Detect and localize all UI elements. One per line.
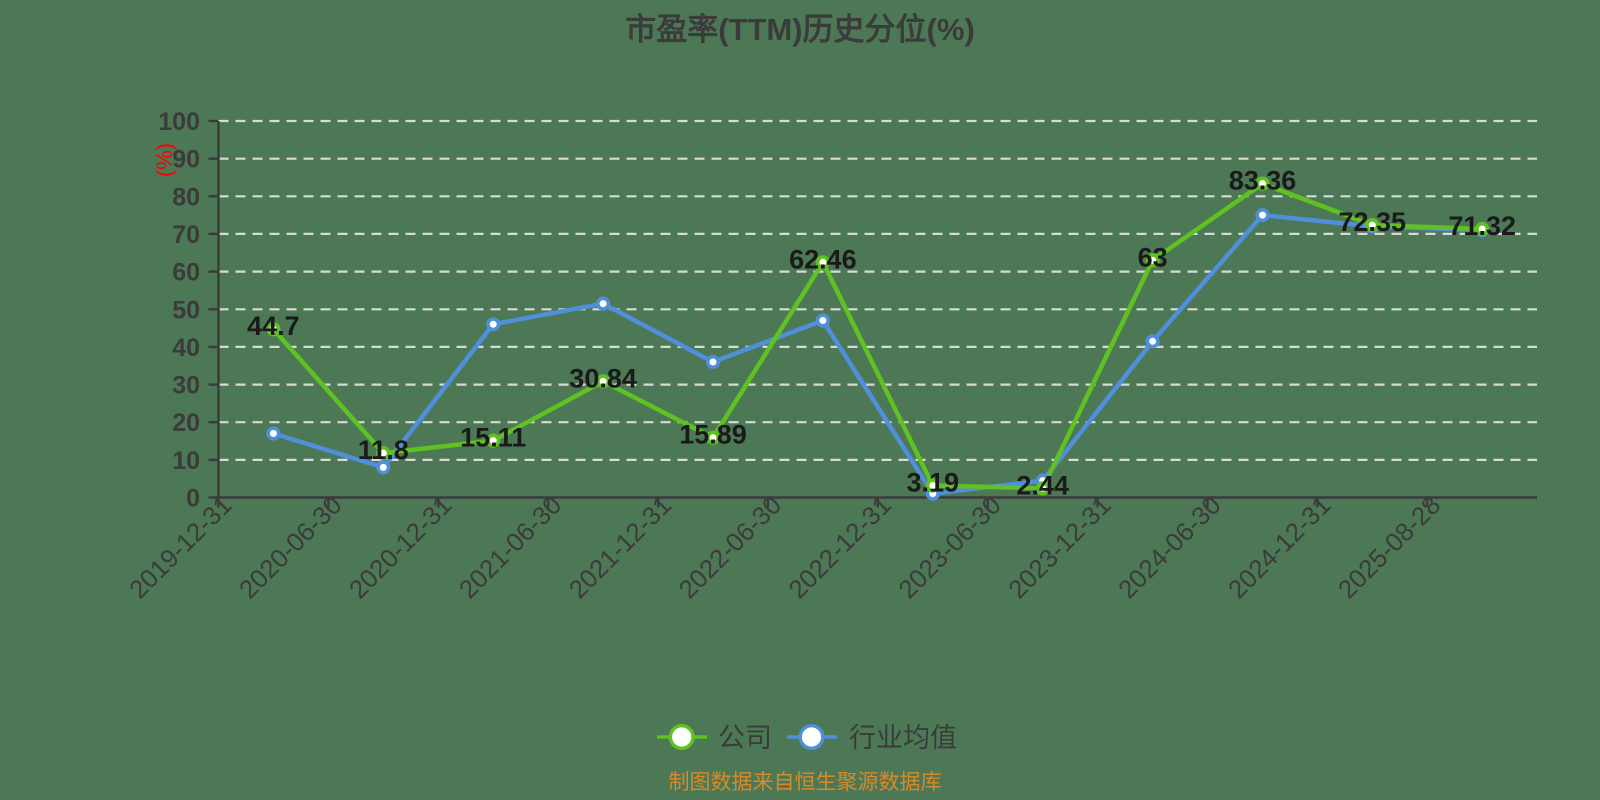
- svg-text:10: 10: [172, 447, 200, 475]
- svg-text:20: 20: [172, 409, 200, 437]
- svg-text:62.46: 62.46: [789, 244, 857, 274]
- svg-text:50: 50: [172, 296, 200, 324]
- svg-text:72.35: 72.35: [1339, 207, 1407, 237]
- svg-text:60: 60: [172, 259, 200, 287]
- svg-text:70: 70: [172, 221, 200, 249]
- svg-text:100: 100: [158, 108, 200, 136]
- svg-text:行业均值: 行业均值: [849, 723, 957, 753]
- svg-text:11.8: 11.8: [358, 435, 409, 465]
- svg-text:30.84: 30.84: [569, 363, 637, 393]
- svg-text:制图数据来自恒生聚源数据库: 制图数据来自恒生聚源数据库: [669, 771, 942, 794]
- svg-text:83.36: 83.36: [1229, 166, 1297, 196]
- svg-text:63: 63: [1138, 242, 1168, 272]
- svg-text:公司: 公司: [718, 723, 772, 753]
- svg-text:0: 0: [186, 485, 200, 513]
- svg-text:44.7: 44.7: [247, 311, 300, 341]
- svg-text:71.32: 71.32: [1448, 211, 1516, 241]
- svg-text:15.89: 15.89: [679, 420, 747, 450]
- svg-text:2.44: 2.44: [1016, 470, 1069, 500]
- svg-text:(%): (%): [152, 143, 177, 177]
- svg-text:15.11: 15.11: [460, 423, 526, 453]
- svg-text:3.19: 3.19: [907, 468, 960, 498]
- svg-text:80: 80: [172, 183, 200, 211]
- svg-text:30: 30: [172, 372, 200, 400]
- svg-text:40: 40: [172, 334, 200, 362]
